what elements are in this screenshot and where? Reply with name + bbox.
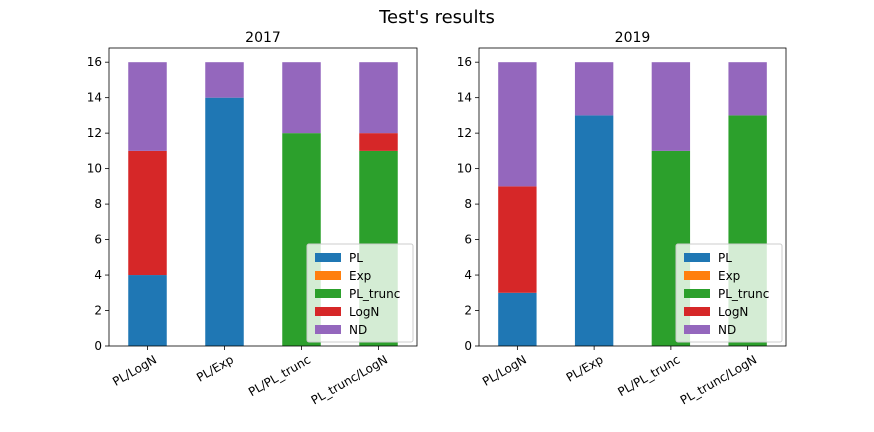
legend-swatch-pl: [315, 253, 341, 262]
legend-swatch-logn: [315, 307, 341, 316]
bars: [498, 62, 767, 347]
legend-label-exp: Exp: [718, 269, 740, 283]
figure-title: Test's results: [378, 7, 495, 28]
legend-label-logn: LogN: [718, 305, 748, 319]
bar-nd-pl-logn: [128, 62, 167, 151]
axes-frame: [108, 47, 418, 347]
y-tick-label: 8: [464, 197, 472, 211]
legend-label-pl-trunc: PL_trunc: [349, 287, 400, 301]
bar-pl-pl-logn: [498, 292, 537, 346]
bar-pl-pl-logn: [128, 275, 167, 346]
legend-swatch-nd: [315, 325, 341, 334]
legend-swatch-exp: [315, 271, 341, 280]
legend: PL Exp PL_trunc LogN ND: [306, 243, 414, 343]
y-tick-label: 6: [464, 233, 472, 247]
bar-nd-pl-pl-trunc: [282, 62, 321, 134]
bar-nd-pl-trunc-logn: [728, 62, 767, 116]
chart-2019: 2019 0 2 4 6 8 10 12 14 16 PL/LogN PL/Exp PL/PL_trun…: [457, 30, 787, 408]
bar-pl-pl-exp: [205, 97, 244, 346]
y-tick-label: 10: [87, 162, 102, 176]
bar-nd-pl-pl-trunc: [651, 62, 691, 151]
legend-box: [675, 243, 783, 343]
y-tick-label: 10: [457, 162, 472, 176]
bar-nd-pl-exp: [205, 62, 244, 98]
bar-nd-pl-logn: [498, 62, 537, 187]
legend-swatch-pl-trunc: [684, 289, 710, 298]
x-tick-label: PL_trunc/LogN: [678, 352, 759, 407]
axes-frame: [478, 47, 787, 347]
x-tick-label: PL/Exp: [194, 352, 236, 384]
bar-logn-pl-logn: [128, 150, 167, 276]
x-tick-label: PL/PL_trunc: [246, 352, 313, 399]
bar-pl-pl-exp: [574, 115, 614, 347]
legend-label-pl: PL: [349, 251, 363, 265]
bar-nd-pl-exp: [574, 62, 614, 116]
x-tick-label: PL/Exp: [564, 352, 606, 384]
x-tick-label: PL/PL_trunc: [615, 352, 682, 399]
legend: PL Exp PL_trunc LogN ND: [675, 243, 783, 343]
legend-label-pl-trunc: PL_trunc: [718, 287, 769, 301]
y-tick-label: 2: [464, 304, 472, 318]
y-tick-label: 14: [457, 91, 472, 105]
y-tick-label: 8: [94, 197, 102, 211]
y-tick-label: 16: [87, 55, 102, 69]
y-tick-label: 0: [94, 339, 102, 353]
legend-label-pl: PL: [718, 251, 732, 265]
y-tick-label: 16: [457, 55, 472, 69]
y-tick-label: 12: [457, 126, 472, 140]
y-tick-label: 14: [87, 91, 102, 105]
legend-label-logn: LogN: [349, 305, 379, 319]
legend-label-nd: ND: [718, 323, 736, 337]
legend-swatch-pl: [684, 253, 710, 262]
y-tick-label: 12: [87, 126, 102, 140]
y-tick-label: 4: [464, 268, 472, 282]
y-tick-label: 4: [94, 268, 102, 282]
y-tick-label: 6: [94, 233, 102, 247]
bar-logn-pl-trunc-logn: [359, 133, 398, 151]
legend-label-nd: ND: [349, 323, 367, 337]
chart-2017: 2017 0 2 4 6 8 10 12 14 16 PL/LogN PL/Exp PL/PL_trun…: [87, 30, 418, 408]
legend-swatch-exp: [684, 271, 710, 280]
chart-title: 2019: [615, 30, 651, 46]
y-tick-label: 0: [464, 339, 472, 353]
y-tick-label: 2: [94, 304, 102, 318]
legend-swatch-nd: [684, 325, 710, 334]
x-tick-label: PL/LogN: [110, 352, 159, 388]
legend-label-exp: Exp: [349, 269, 371, 283]
legend-box: [306, 243, 414, 343]
x-tick-label: PL_trunc/LogN: [309, 352, 390, 407]
legend-swatch-pl-trunc: [315, 289, 341, 298]
bar-nd-pl-trunc-logn: [359, 62, 398, 134]
bar-logn-pl-logn: [498, 186, 537, 293]
x-tick-label: PL/LogN: [480, 352, 529, 388]
legend-swatch-logn: [684, 307, 710, 316]
chart-title: 2017: [245, 30, 281, 46]
